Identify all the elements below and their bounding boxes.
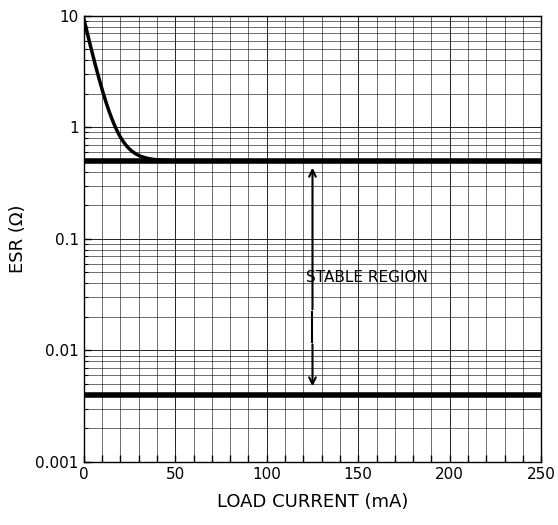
Y-axis label: ESR (Ω): ESR (Ω) [9, 205, 27, 273]
X-axis label: LOAD CURRENT (mA): LOAD CURRENT (mA) [217, 493, 408, 511]
Text: STABLE REGION: STABLE REGION [306, 270, 429, 285]
